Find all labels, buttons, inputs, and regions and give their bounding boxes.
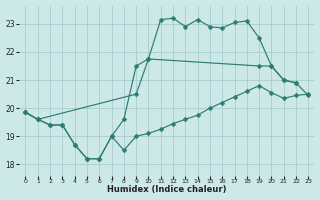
X-axis label: Humidex (Indice chaleur): Humidex (Indice chaleur) xyxy=(107,185,227,194)
